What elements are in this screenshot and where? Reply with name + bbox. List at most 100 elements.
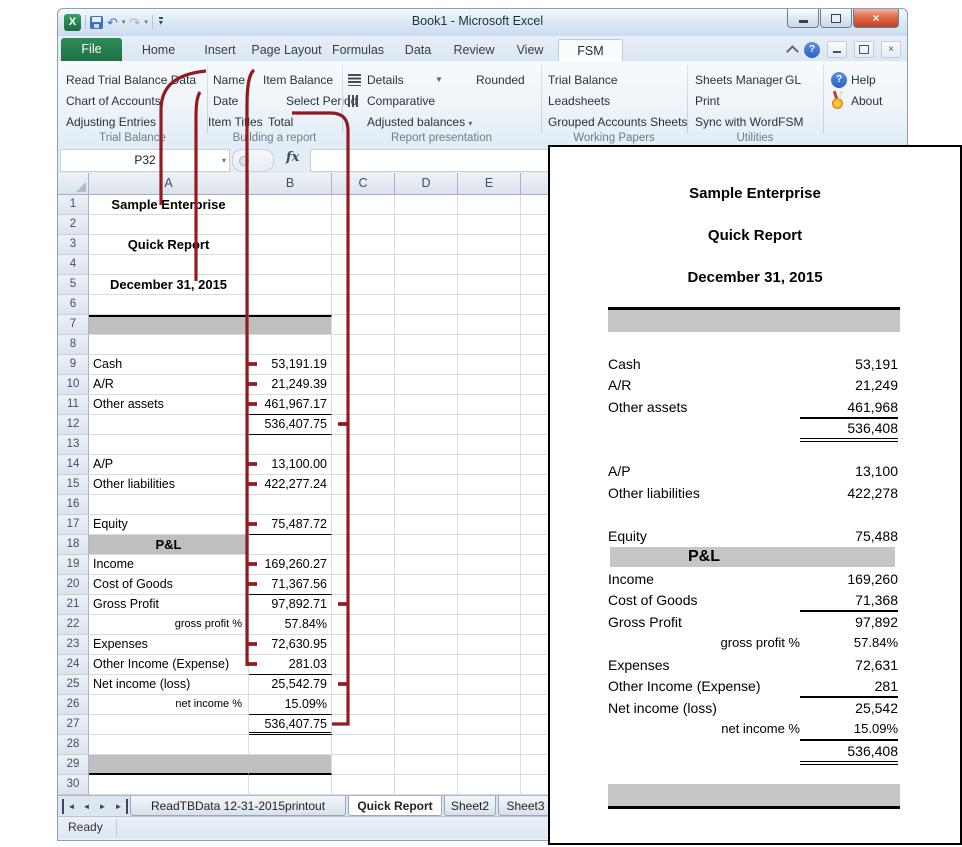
- cell-A1[interactable]: Sample Enterprise: [89, 195, 249, 215]
- cell-C18[interactable]: [332, 535, 395, 555]
- tab-formulas[interactable]: Formulas: [331, 43, 385, 57]
- cell-E18[interactable]: [458, 535, 521, 555]
- redo-dropdown-icon[interactable]: ▾: [144, 19, 148, 26]
- cell-A24[interactable]: Other Income (Expense): [89, 655, 249, 675]
- cell-C28[interactable]: [332, 735, 395, 755]
- cell-D6[interactable]: [395, 295, 458, 315]
- cell-A8[interactable]: [89, 335, 249, 355]
- details-button[interactable]: Details: [367, 73, 404, 87]
- sheet-tab-sheet3[interactable]: Sheet3: [498, 796, 553, 816]
- cell-E8[interactable]: [458, 335, 521, 355]
- cell-D8[interactable]: [395, 335, 458, 355]
- cell-A7[interactable]: [89, 315, 249, 335]
- item-titles-button[interactable]: Item Titles: [208, 115, 263, 129]
- cell-C22[interactable]: [332, 615, 395, 635]
- cell-F21[interactable]: [521, 595, 549, 615]
- tab-data[interactable]: Data: [404, 43, 432, 57]
- cell-E19[interactable]: [458, 555, 521, 575]
- cell-D29[interactable]: [395, 755, 458, 775]
- cell-B11[interactable]: 461,967.17: [249, 395, 332, 415]
- row-header-5[interactable]: 5: [58, 275, 89, 295]
- cell-B29[interactable]: [249, 755, 332, 775]
- row-header-21[interactable]: 21: [58, 595, 89, 615]
- cell-D12[interactable]: [395, 415, 458, 435]
- cell-A5[interactable]: December 31, 2015: [89, 275, 249, 295]
- cell-F22[interactable]: [521, 615, 549, 635]
- col-header-D[interactable]: D: [395, 173, 458, 195]
- cell-B3[interactable]: [249, 235, 332, 255]
- cell-A27[interactable]: [89, 715, 249, 735]
- insert-function-icon[interactable]: fx: [286, 150, 300, 165]
- row-header-16[interactable]: 16: [58, 495, 89, 515]
- row-header-9[interactable]: 9: [58, 355, 89, 375]
- cell-B9[interactable]: 53,191.19: [249, 355, 332, 375]
- row-header-4[interactable]: 4: [58, 255, 89, 275]
- cell-B27[interactable]: 536,407.75: [249, 715, 332, 735]
- adjusting-entries-button[interactable]: Adjusting Entries: [66, 115, 157, 129]
- cell-E27[interactable]: [458, 715, 521, 735]
- cell-D24[interactable]: [395, 655, 458, 675]
- name-button[interactable]: Name: [213, 73, 246, 87]
- cell-D15[interactable]: [395, 475, 458, 495]
- cell-B14[interactable]: 13,100.00: [249, 455, 332, 475]
- cell-D13[interactable]: [395, 435, 458, 455]
- cell-E24[interactable]: [458, 655, 521, 675]
- row-header-27[interactable]: 27: [58, 715, 89, 735]
- cell-B13[interactable]: [249, 435, 332, 455]
- cell-C13[interactable]: [332, 435, 395, 455]
- cell-A22[interactable]: gross profit %: [89, 615, 249, 635]
- cell-C6[interactable]: [332, 295, 395, 315]
- cell-E12[interactable]: [458, 415, 521, 435]
- cell-A26[interactable]: net income %: [89, 695, 249, 715]
- cell-A19[interactable]: Income: [89, 555, 249, 575]
- read-trial-balance-data-button[interactable]: Read Trial Balance Data: [66, 73, 197, 87]
- cell-B25[interactable]: 25,542.79: [249, 675, 332, 695]
- cell-B26[interactable]: 15.09%: [249, 695, 332, 715]
- cell-F11[interactable]: [521, 395, 549, 415]
- cell-C3[interactable]: [332, 235, 395, 255]
- row-header-18[interactable]: 18: [58, 535, 89, 555]
- cell-B4[interactable]: [249, 255, 332, 275]
- cell-F13[interactable]: [521, 435, 549, 455]
- tab-view[interactable]: View: [516, 43, 544, 57]
- cell-C7[interactable]: [332, 315, 395, 335]
- cell-C26[interactable]: [332, 695, 395, 715]
- cell-E9[interactable]: [458, 355, 521, 375]
- help-icon[interactable]: ?: [804, 41, 820, 58]
- cell-C17[interactable]: [332, 515, 395, 535]
- adjusted-balances-button[interactable]: Adjusted balances ▾: [367, 112, 472, 132]
- cell-F23[interactable]: [521, 635, 549, 655]
- row-header-10[interactable]: 10: [58, 375, 89, 395]
- cell-C10[interactable]: [332, 375, 395, 395]
- row-header-13[interactable]: 13: [58, 435, 89, 455]
- excel-logo-icon[interactable]: X: [64, 13, 81, 31]
- cell-F8[interactable]: [521, 335, 549, 355]
- cell-A3[interactable]: Quick Report: [89, 235, 249, 255]
- cell-A25[interactable]: Net income (loss): [89, 675, 249, 695]
- cell-A10[interactable]: A/R: [89, 375, 249, 395]
- cell-F19[interactable]: [521, 555, 549, 575]
- row-header-12[interactable]: 12: [58, 415, 89, 435]
- cell-E5[interactable]: [458, 275, 521, 295]
- col-header-A[interactable]: A: [89, 173, 249, 195]
- cell-D27[interactable]: [395, 715, 458, 735]
- formula-bar-buttons[interactable]: [232, 149, 274, 172]
- cell-A29[interactable]: [89, 755, 249, 775]
- cell-F24[interactable]: [521, 655, 549, 675]
- cell-E17[interactable]: [458, 515, 521, 535]
- row-header-20[interactable]: 20: [58, 575, 89, 595]
- cell-C27[interactable]: [332, 715, 395, 735]
- cell-A11[interactable]: Other assets: [89, 395, 249, 415]
- cell-D14[interactable]: [395, 455, 458, 475]
- cell-F6[interactable]: [521, 295, 549, 315]
- cell-F29[interactable]: [521, 755, 549, 775]
- cell-A18[interactable]: P&L: [89, 535, 249, 555]
- cell-B18[interactable]: [249, 535, 332, 555]
- cell-B2[interactable]: [249, 215, 332, 235]
- cell-B20[interactable]: 71,367.56: [249, 575, 332, 595]
- cell-E3[interactable]: [458, 235, 521, 255]
- tab-review[interactable]: Review: [453, 43, 495, 57]
- cell-D20[interactable]: [395, 575, 458, 595]
- cell-C2[interactable]: [332, 215, 395, 235]
- cell-F3[interactable]: [521, 235, 549, 255]
